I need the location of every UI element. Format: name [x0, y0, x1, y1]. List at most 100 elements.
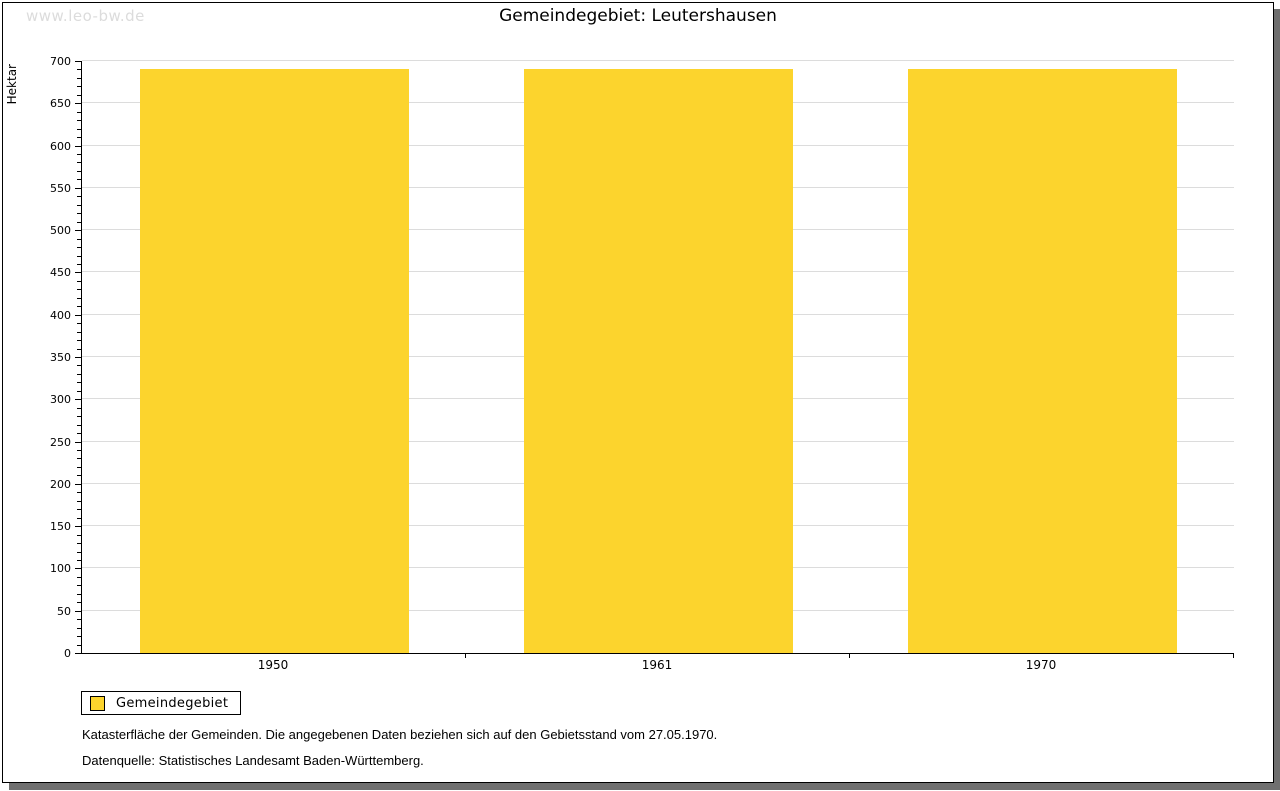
- y-major-tick-600: [75, 145, 81, 147]
- y-minor-tick-290: [77, 407, 81, 409]
- y-minor-tick-390: [77, 323, 81, 325]
- y-tick-label-500: 500: [50, 224, 71, 238]
- chart-title: Gemeindegebiet: Leutershausen: [499, 6, 777, 26]
- y-minor-tick-520: [77, 213, 81, 215]
- y-minor-tick-510: [77, 221, 81, 223]
- y-major-tick-300: [75, 399, 81, 401]
- y-minor-tick-430: [77, 289, 81, 291]
- y-minor-tick-110: [77, 559, 81, 561]
- y-minor-tick-20: [77, 636, 81, 638]
- y-minor-tick-130: [77, 543, 81, 545]
- y-minor-tick-10: [77, 644, 81, 646]
- y-major-tick-450: [75, 272, 81, 274]
- x-category-label-1950: 1950: [257, 658, 289, 672]
- y-tick-label-400: 400: [50, 308, 71, 322]
- y-minor-tick-160: [77, 517, 81, 519]
- y-tick-label-650: 650: [50, 97, 71, 111]
- y-major-tick-50: [75, 610, 81, 612]
- x-boundary-tick-2: [849, 654, 850, 658]
- y-minor-tick-180: [77, 500, 81, 502]
- y-minor-tick-420: [77, 297, 81, 299]
- y-minor-tick-320: [77, 382, 81, 384]
- y-minor-tick-120: [77, 551, 81, 553]
- y-minor-tick-610: [77, 137, 81, 139]
- y-minor-tick-40: [77, 619, 81, 621]
- y-minor-tick-60: [77, 602, 81, 604]
- y-minor-tick-80: [77, 585, 81, 587]
- y-minor-tick-540: [77, 196, 81, 198]
- y-minor-tick-220: [77, 466, 81, 468]
- y-major-tick-150: [75, 526, 81, 528]
- y-major-tick-200: [75, 483, 81, 485]
- legend-label: Gemeindegebiet: [116, 695, 229, 711]
- y-minor-tick-30: [77, 627, 81, 629]
- x-category-label-1961: 1961: [641, 658, 673, 672]
- y-tick-label-300: 300: [50, 393, 71, 407]
- y-minor-tick-240: [77, 450, 81, 452]
- y-minor-tick-70: [77, 593, 81, 595]
- y-minor-tick-580: [77, 162, 81, 164]
- y-minor-tick-260: [77, 433, 81, 435]
- y-tick-label-450: 450: [50, 266, 71, 280]
- y-minor-tick-380: [77, 331, 81, 333]
- y-minor-tick-630: [77, 120, 81, 122]
- y-minor-tick-570: [77, 170, 81, 172]
- y-minor-tick-530: [77, 204, 81, 206]
- y-major-tick-550: [75, 187, 81, 189]
- y-tick-label-550: 550: [50, 181, 71, 195]
- y-major-tick-500: [75, 230, 81, 232]
- bar-1950: [139, 69, 409, 653]
- y-minor-tick-480: [77, 247, 81, 249]
- y-minor-tick-640: [77, 111, 81, 113]
- y-minor-tick-460: [77, 263, 81, 265]
- y-minor-tick-560: [77, 179, 81, 181]
- gridline-700: [82, 60, 1234, 61]
- y-minor-tick-690: [77, 69, 81, 71]
- y-tick-label-350: 350: [50, 351, 71, 364]
- y-minor-tick-410: [77, 306, 81, 308]
- x-boundary-tick-3: [1233, 654, 1234, 658]
- legend-swatch-gemeindegebiet: [90, 695, 105, 711]
- plot-area: [81, 60, 1234, 654]
- y-tick-label-200: 200: [50, 477, 71, 491]
- y-minor-tick-170: [77, 509, 81, 511]
- bar-1961: [523, 69, 793, 653]
- y-major-tick-650: [75, 103, 81, 105]
- y-major-tick-700: [75, 61, 81, 62]
- y-minor-tick-270: [77, 424, 81, 426]
- y-minor-tick-310: [77, 390, 81, 392]
- y-minor-tick-280: [77, 416, 81, 418]
- y-tick-label-100: 100: [50, 562, 71, 576]
- y-major-tick-100: [75, 568, 81, 570]
- y-major-tick-350: [75, 357, 81, 358]
- footnote-description: Katasterfläche der Gemeinden. Die angege…: [82, 727, 718, 742]
- x-boundary-tick-1: [465, 654, 466, 658]
- y-minor-tick-370: [77, 340, 81, 342]
- y-tick-label-600: 600: [50, 139, 71, 153]
- y-minor-tick-210: [77, 475, 81, 477]
- y-minor-tick-470: [77, 255, 81, 257]
- y-minor-tick-340: [77, 365, 81, 367]
- y-minor-tick-440: [77, 280, 81, 282]
- y-minor-tick-490: [77, 238, 81, 240]
- y-major-tick-400: [75, 314, 81, 316]
- y-axis-title: Hektar: [5, 64, 19, 105]
- y-minor-tick-140: [77, 534, 81, 536]
- watermark: www.leo-bw.de: [26, 7, 145, 25]
- y-minor-tick-330: [77, 373, 81, 375]
- y-minor-tick-360: [77, 348, 81, 350]
- y-minor-tick-590: [77, 154, 81, 156]
- y-major-tick-0: [75, 653, 81, 654]
- bar-1970: [907, 69, 1177, 653]
- y-minor-tick-620: [77, 128, 81, 130]
- y-minor-tick-660: [77, 94, 81, 96]
- y-minor-tick-230: [77, 458, 81, 460]
- y-minor-tick-680: [77, 77, 81, 79]
- y-minor-tick-90: [77, 576, 81, 578]
- y-tick-label-0: 0: [64, 647, 71, 660]
- y-tick-label-250: 250: [50, 435, 71, 449]
- y-minor-tick-190: [77, 492, 81, 494]
- y-tick-label-700: 700: [50, 55, 71, 68]
- x-category-label-1970: 1970: [1025, 658, 1057, 672]
